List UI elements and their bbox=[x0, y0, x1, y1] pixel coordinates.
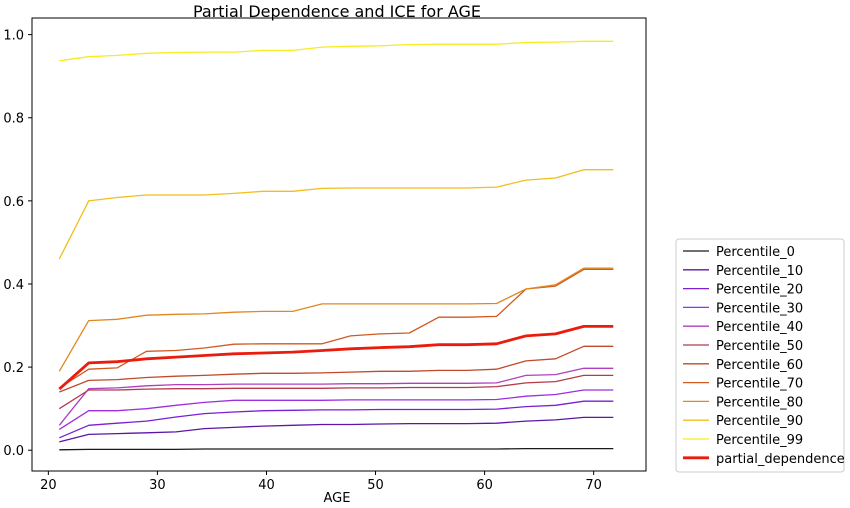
y-tick-label: 0.0 bbox=[3, 444, 24, 459]
x-axis: 20 30 40 50 60 70 bbox=[40, 471, 602, 493]
legend-label: partial_dependence bbox=[716, 452, 845, 467]
plot-frame bbox=[31, 17, 647, 472]
y-tick-label: 1.0 bbox=[3, 29, 24, 44]
series-line-partial-dependence bbox=[58, 324, 614, 391]
series-line-percentile-30 bbox=[58, 389, 614, 430]
legend-label: Percentile_99 bbox=[716, 433, 803, 448]
legend-label: Percentile_20 bbox=[716, 283, 803, 298]
series-line-percentile-10 bbox=[59, 416, 614, 443]
legend: Percentile_0 Percentile_10 Percentile_20 Pe… bbox=[675, 238, 845, 473]
legend-label: Percentile_70 bbox=[716, 377, 803, 392]
legend-label: Percentile_40 bbox=[716, 320, 803, 335]
series-line-percentile-70 bbox=[58, 268, 614, 389]
legend-label: Percentile_30 bbox=[716, 301, 803, 316]
x-tick-label: 50 bbox=[367, 478, 384, 493]
y-tick-label: 0.6 bbox=[3, 195, 24, 210]
x-tick-label: 60 bbox=[476, 478, 493, 493]
x-tick-label: 30 bbox=[149, 478, 166, 493]
x-tick-label: 70 bbox=[585, 478, 602, 493]
series-line-percentile-20 bbox=[59, 400, 614, 439]
series-line-percentile-80 bbox=[58, 267, 614, 372]
series-line-percentile-40 bbox=[58, 367, 614, 426]
legend-label: Percentile_90 bbox=[716, 414, 803, 429]
series-line-percentile-0 bbox=[59, 447, 614, 451]
legend-label: Percentile_60 bbox=[716, 358, 803, 373]
legend-label: Percentile_80 bbox=[716, 395, 803, 410]
x-tick-label: 40 bbox=[258, 478, 275, 493]
y-tick-label: 0.4 bbox=[3, 278, 24, 293]
y-tick-label: 0.8 bbox=[3, 112, 24, 127]
legend-label: Percentile_10 bbox=[716, 264, 803, 279]
series-line-percentile-50 bbox=[58, 374, 614, 410]
series-line-percentile-90 bbox=[58, 169, 614, 260]
y-tick-label: 0.2 bbox=[3, 361, 24, 376]
y-axis: 0.0 0.2 0.4 0.6 0.8 1.0 bbox=[3, 29, 32, 459]
series-line-percentile-99 bbox=[59, 40, 614, 62]
legend-label: Percentile_0 bbox=[716, 245, 795, 260]
x-tick-label: 20 bbox=[40, 478, 57, 493]
chart-title: Partial Dependence and ICE for AGE bbox=[193, 2, 481, 21]
legend-box bbox=[675, 238, 845, 473]
x-axis-title: AGE bbox=[324, 491, 351, 506]
series-line-percentile-60 bbox=[59, 345, 614, 393]
plot-lines bbox=[58, 40, 614, 451]
legend-label: Percentile_50 bbox=[716, 339, 803, 354]
